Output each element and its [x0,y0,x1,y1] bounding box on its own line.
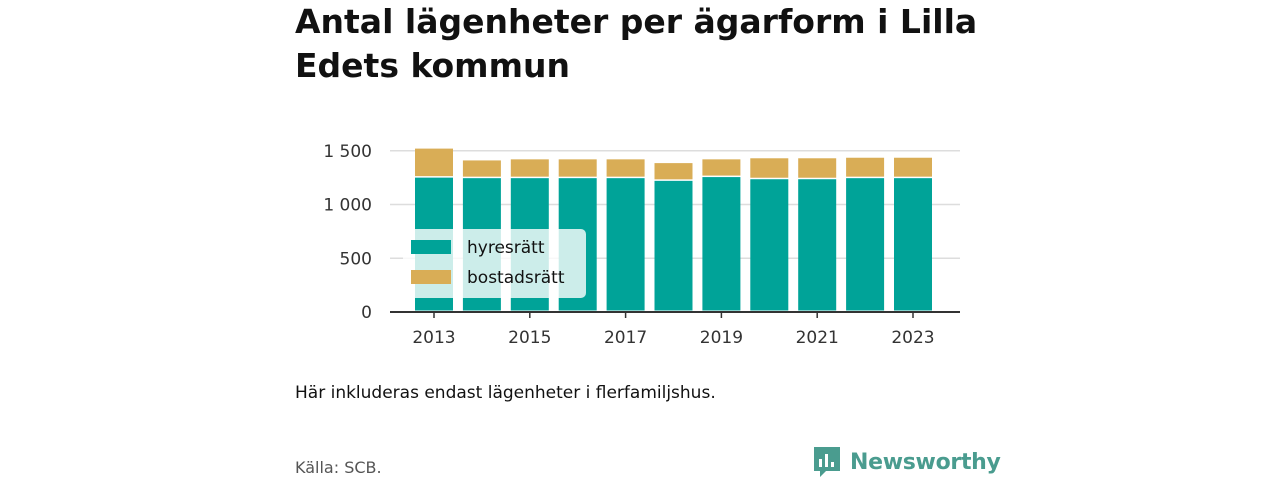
bar-bostadsratt-2021 [798,158,837,178]
x-axis-ticks: 2013 2015 2017 2019 2021 2023 [412,312,935,348]
bar-bostadsratt-2020 [750,158,789,178]
bar-hyresratt-2017 [606,178,645,311]
x-tick-label: 2013 [412,328,455,348]
newsworthy-logo-icon [814,447,840,477]
bar-bostadsratt-2022 [846,157,885,177]
chart-source: Källa: SCB. [295,458,382,477]
y-tick-label: 1 000 [323,196,372,216]
legend-swatch [411,240,451,254]
x-tick-label: 2017 [604,328,647,348]
bar-hyresratt-2019 [702,177,741,311]
brand-logo: Newsworthy [812,445,1001,479]
y-tick-label: 500 [340,249,372,269]
bar-hyresratt-2021 [798,179,837,311]
x-tick-label: 2015 [508,328,551,348]
bar-bostadsratt-2019 [702,159,741,176]
legend-label: hyresrätt [467,238,545,258]
legend-swatch [411,270,451,284]
chart-note: Här inkluderas endast lägenheter i flerf… [295,383,716,403]
legend-label: bostadsrätt [467,268,565,288]
bar-bostadsratt-2018 [654,163,693,180]
y-axis-ticks: 0 500 1 000 1 500 [323,142,372,323]
bar-hyresratt-2018 [654,180,693,311]
y-tick-label: 1 500 [323,142,372,162]
bar-bostadsratt-2014 [462,160,501,177]
bar-bostadsratt-2016 [558,159,597,177]
bar-hyresratt-2022 [846,178,885,311]
legend: hyresrätt bostadsrätt [403,229,586,298]
x-tick-label: 2019 [700,328,743,348]
bar-bostadsratt-2013 [415,148,453,177]
bar-bostadsratt-2017 [606,159,645,177]
bar-hyresratt-2023 [894,178,932,311]
brand-name: Newsworthy [850,449,1001,475]
x-tick-label: 2021 [796,328,839,348]
x-tick-label: 2023 [891,328,934,348]
y-tick-label: 0 [361,303,372,323]
chart-title: Antal lägenheter per ägarform i Lilla Ed… [295,2,978,85]
bar-bostadsratt-2023 [894,157,932,177]
bar-bostadsratt-2015 [510,159,549,177]
bar-hyresratt-2020 [750,179,789,311]
